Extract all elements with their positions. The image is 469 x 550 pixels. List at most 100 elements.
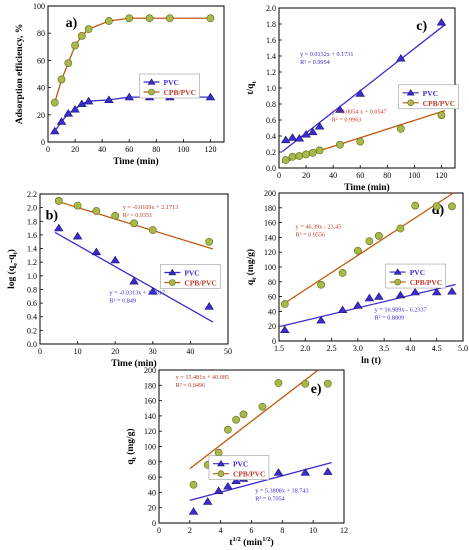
data-point-pvc xyxy=(314,122,325,130)
panel-label: e) xyxy=(311,382,322,397)
x-tick-label: 1.5 xyxy=(274,344,284,353)
x-tick-label: 2.5 xyxy=(327,344,337,353)
data-point-pvc xyxy=(410,287,420,296)
x-axis-label: Time (min) xyxy=(111,358,156,369)
data-point-cpb-pvc xyxy=(356,137,365,146)
x-axis-label: ln (t) xyxy=(361,355,381,366)
data-point-cpb-pvc xyxy=(448,202,456,211)
y-tick-label: 0.0 xyxy=(266,164,276,173)
y-tick-label: 2.0 xyxy=(266,4,276,13)
y-tick-label: 1.8 xyxy=(266,20,276,29)
data-point-pvc xyxy=(124,92,134,101)
legend-label: CPB/PVC xyxy=(410,278,443,287)
series-line xyxy=(54,96,211,132)
data-point-pvc xyxy=(104,95,114,103)
data-point-cpb-pvc xyxy=(111,211,120,220)
y-tick-label: 1.4 xyxy=(27,245,37,254)
data-point-cpb-pvc xyxy=(301,379,310,388)
legend-marker-pvc xyxy=(168,268,177,276)
legend-label: CPB/PVC xyxy=(423,99,456,108)
series-cpb-pvc xyxy=(280,192,456,308)
y-tick-label: 2.2 xyxy=(27,190,37,199)
y-tick-label: 140 xyxy=(264,233,276,242)
data-point-cpb-pvc xyxy=(353,246,362,255)
data-point-pvc xyxy=(129,276,139,285)
data-point-cpb-pvc xyxy=(315,146,324,155)
x-tick-label: 0 xyxy=(277,171,281,180)
data-point-pvc xyxy=(56,117,67,125)
y-axis-label: log (qe-qt) xyxy=(6,249,19,289)
y-tick-label: 2.0 xyxy=(27,204,37,213)
legend-marker-cpb-pvc xyxy=(169,279,176,286)
y-tick-label: 200 xyxy=(264,189,276,198)
series-pvc xyxy=(280,283,457,334)
y-tick-label: 40 xyxy=(268,307,276,316)
y-tick-label: 40 xyxy=(37,84,45,93)
x-tick-label: 20 xyxy=(71,145,79,154)
data-point-pvc xyxy=(287,133,298,141)
fit-line xyxy=(280,283,456,327)
legend-marker-pvc xyxy=(393,268,402,275)
series-pvc xyxy=(281,18,447,153)
y-tick-label: 0.6 xyxy=(27,299,37,308)
x-tick-label: 10 xyxy=(74,347,82,356)
data-point-pvc xyxy=(395,290,406,299)
data-point-cpb-pvc xyxy=(336,140,344,149)
y-tick-label: 40 xyxy=(148,488,156,497)
data-point-cpb-pvc xyxy=(205,237,214,246)
y-tick-label: 20 xyxy=(268,322,276,331)
series-cpb-pvc xyxy=(50,14,215,107)
chart-panel-b: 0 10 20 30 40 50 0.0 0.2 0.4 0.6 0.8 1.0 1.2 1.4 1.6 1.… xyxy=(6,190,232,369)
data-point-pvc xyxy=(213,486,224,495)
y-tick-label: 1.6 xyxy=(27,231,37,240)
y-tick-label: 1.6 xyxy=(266,36,276,45)
x-tick-label: 80 xyxy=(152,145,160,154)
y-tick-label: 120 xyxy=(264,248,276,257)
legend-label: PVC xyxy=(164,78,179,87)
x-tick-label: 8 xyxy=(280,526,284,535)
fit-equation: y = 46.39x - 23.45 xyxy=(296,224,342,231)
chart-panel-d: 1.5 2.0 2.5 3.0 3.5 4.0 4.5 5.0 0 20 40 60 80 100 120 1… xyxy=(245,189,468,366)
x-tick-label: 3.5 xyxy=(379,344,389,353)
x-tick-label: 120 xyxy=(435,171,447,180)
x-axis-label: t1/2 (min1/2) xyxy=(229,536,273,548)
data-point-pvc xyxy=(223,481,233,490)
data-point-cpb-pvc xyxy=(64,59,73,68)
x-tick-label: 12 xyxy=(340,526,348,535)
data-point-cpb-pvc xyxy=(323,379,332,388)
chart-panel-a: 0 20 40 60 80 100 120 0 20 40 60 80 100 Time (min) Ads… xyxy=(15,2,225,167)
data-point-cpb-pvc xyxy=(50,98,59,107)
y-tick-label: 180 xyxy=(144,381,156,390)
data-point-pvc xyxy=(50,126,60,135)
data-point-pvc xyxy=(204,302,214,310)
legend-label: CPB/PVC xyxy=(184,279,217,288)
data-point-cpb-pvc xyxy=(54,196,63,205)
data-point-cpb-pvc xyxy=(165,14,174,23)
data-point-pvc xyxy=(335,105,345,113)
data-point-cpb-pvc xyxy=(374,232,383,240)
data-point-cpb-pvc xyxy=(77,32,86,40)
data-point-pvc xyxy=(110,255,120,264)
x-tick-label: 5.0 xyxy=(458,344,468,353)
data-point-cpb-pvc xyxy=(206,14,215,23)
x-tick-label: 4 xyxy=(219,526,223,535)
series-pvc xyxy=(50,92,216,135)
x-tick-label: 20 xyxy=(302,171,310,180)
y-tick-label: 20 xyxy=(148,504,156,513)
x-tick-label: 120 xyxy=(204,145,216,154)
data-point-pvc xyxy=(148,287,158,295)
legend-marker-cpb-pvc xyxy=(148,88,155,96)
data-point-pvc xyxy=(300,468,311,476)
y-tick-label: 1.4 xyxy=(266,52,276,61)
x-tick-label: 4.0 xyxy=(405,344,415,353)
y-tick-label: 0.4 xyxy=(27,313,37,322)
x-tick-label: 0 xyxy=(38,347,42,356)
data-point-cpb-pvc xyxy=(258,402,267,411)
series-pvc xyxy=(54,223,214,323)
y-tick-label: 200 xyxy=(144,366,156,375)
fit-r-squared: R² = 0.7054 xyxy=(255,495,285,502)
data-point-cpb-pvc xyxy=(57,75,66,84)
